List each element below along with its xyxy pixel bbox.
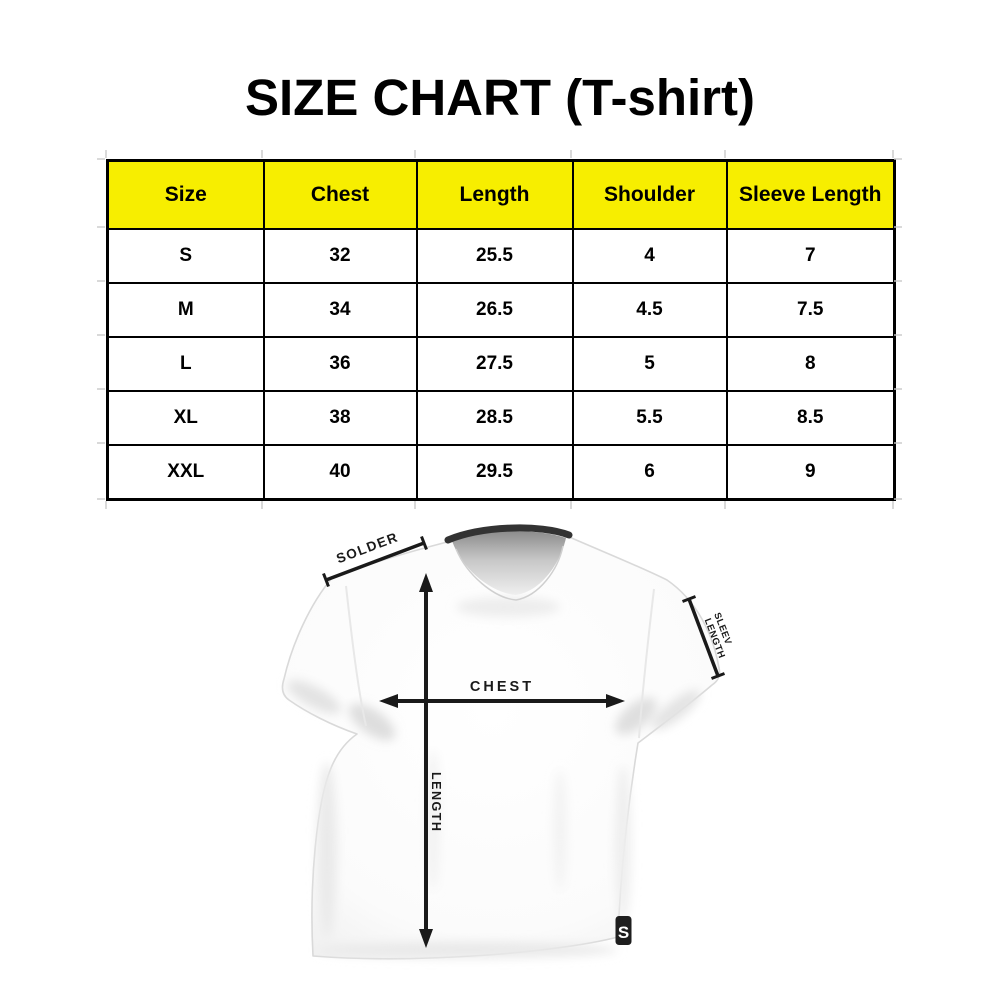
table-cell: L [106,336,265,392]
table-cell: 9 [725,444,896,501]
column-header: Sleeve Length [725,159,896,230]
size-chart-table: Size Chest Length Shoulder Sleeve Length S 32 2… [106,159,896,501]
table-cell: 28.5 [415,390,574,446]
table-cell: 26.5 [415,282,574,338]
table-cell: S [106,228,265,284]
length-label: LENGTH [429,772,443,832]
table-cell: 25.5 [415,228,574,284]
table-cell: XL [106,390,265,446]
size-chart-table-container: Size Chest Length Shoulder Sleeve Length S 32 2… [106,159,896,501]
table-row: XL 38 28.5 5.5 8.5 [106,390,896,446]
table-row: L 36 27.5 5 8 [106,336,896,392]
table-cell: 4 [571,228,728,284]
table-cell: 6 [571,444,728,501]
brand-logo: S [615,916,632,945]
left-sleeve-seam [345,585,367,727]
length-arrow: LENGTH [419,573,443,948]
table-cell: XXL [106,444,265,501]
table-cell: 7 [725,228,896,284]
table-cell: 36 [262,336,418,392]
collar [444,524,573,544]
table-cell: 29.5 [415,444,574,501]
table-cell: 5 [571,336,728,392]
table-cell: 27.5 [415,336,574,392]
table-cell: 8 [725,336,896,392]
tshirt-illustration: S [281,524,721,960]
table-cell: 32 [262,228,418,284]
chest-arrow: CHEST [379,679,625,708]
table-cell: 8.5 [725,390,896,446]
header-row: Size Chest Length Shoulder Sleeve Length [106,159,896,230]
column-header: Shoulder [571,159,728,230]
logo-letter: S [618,923,629,942]
gridline-stubs [97,150,902,509]
right-sleeve-seam [638,588,655,739]
table-row: M 34 26.5 4.5 7.5 [106,282,896,338]
table-cell: 40 [262,444,418,501]
table-cell: M [106,282,265,338]
table-cell: 38 [262,390,418,446]
column-header: Size [106,159,265,230]
column-header: Length [415,159,574,230]
table-cell: 4.5 [571,282,728,338]
page-title: SIZE CHART (T-shirt) [245,69,755,126]
neck-opening [452,531,566,595]
table-cell: 5.5 [571,390,728,446]
collar-band-seam [455,545,564,601]
shirt-shading [287,597,701,958]
table-cell: 7.5 [725,282,896,338]
chest-label: CHEST [470,679,534,695]
table-row: S 32 25.5 4 7 [106,228,896,284]
table-row: XXL 40 29.5 6 9 [106,444,896,501]
column-header: Chest [262,159,418,230]
table-cell: 34 [262,282,418,338]
